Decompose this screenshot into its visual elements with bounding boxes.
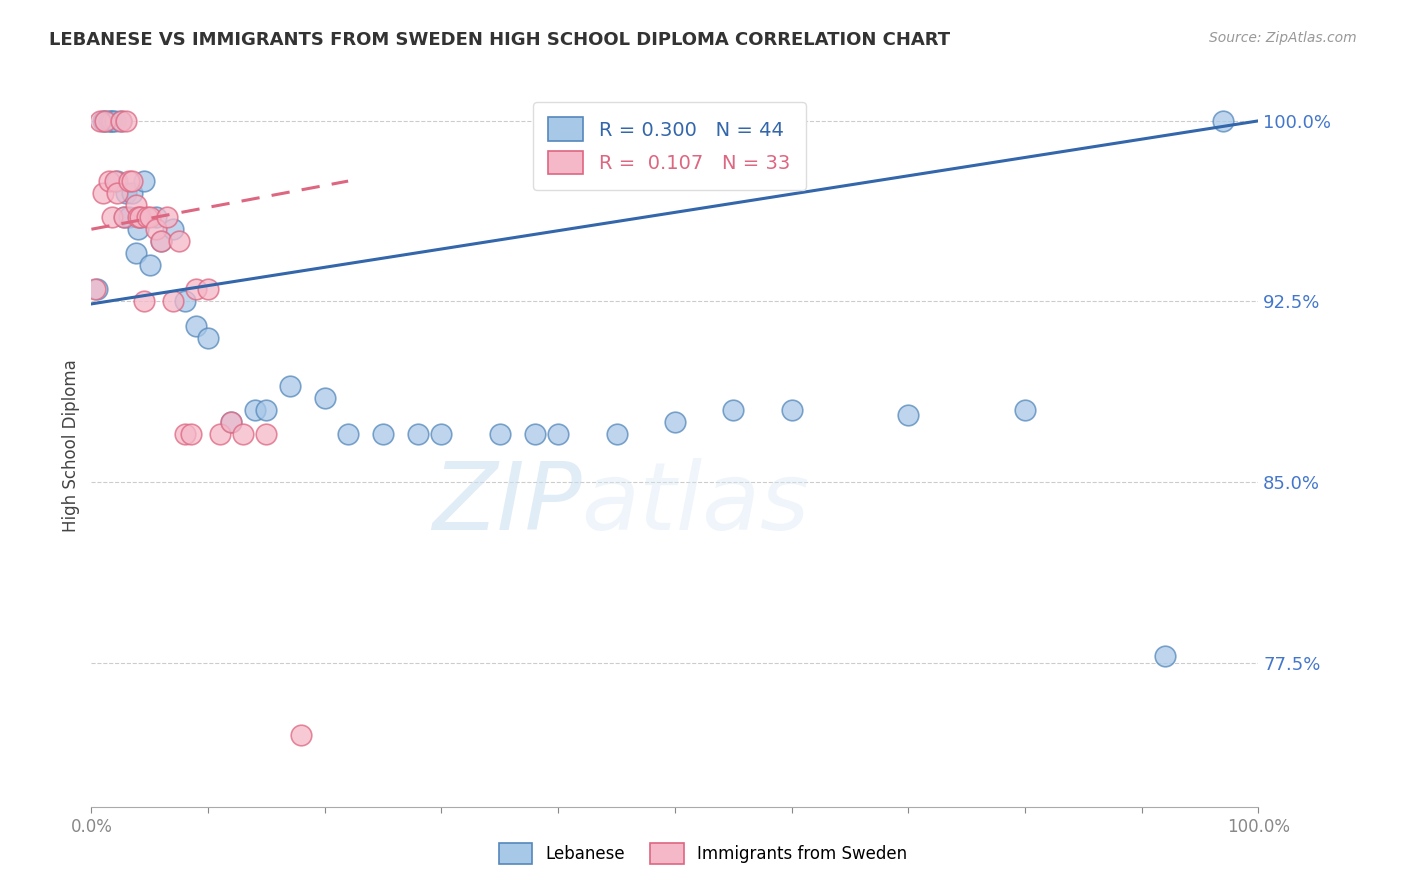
Point <box>256 403 278 417</box>
Point <box>145 222 167 236</box>
Point <box>121 174 143 188</box>
Point <box>94 113 117 128</box>
Point <box>186 318 208 333</box>
Point <box>173 294 195 309</box>
Point <box>221 415 243 429</box>
Point <box>606 426 628 441</box>
Point <box>83 282 105 296</box>
Text: LEBANESE VS IMMIGRANTS FROM SWEDEN HIGH SCHOOL DIPLOMA CORRELATION CHART: LEBANESE VS IMMIGRANTS FROM SWEDEN HIGH … <box>49 31 950 49</box>
Point <box>897 408 920 422</box>
Point <box>112 211 135 225</box>
Point <box>145 211 167 225</box>
Point <box>101 211 124 225</box>
Text: ZIP: ZIP <box>432 458 582 549</box>
Point <box>127 211 149 225</box>
Point <box>547 426 569 441</box>
Point <box>89 113 111 128</box>
Point <box>208 426 231 441</box>
Point <box>125 246 148 260</box>
Point <box>290 728 312 742</box>
Point <box>664 415 686 429</box>
Point <box>221 415 243 429</box>
Point <box>97 113 120 128</box>
Point <box>1014 403 1036 417</box>
Point <box>337 426 360 441</box>
Point <box>523 426 546 441</box>
Point <box>430 426 453 441</box>
Point <box>112 211 135 225</box>
Point <box>173 426 195 441</box>
Point <box>115 186 138 200</box>
Point <box>197 282 219 296</box>
Point <box>136 211 159 225</box>
Text: atlas: atlas <box>582 458 810 549</box>
Point <box>156 211 179 225</box>
Legend: R = 0.300   N = 44, R =  0.107   N = 33: R = 0.300 N = 44, R = 0.107 N = 33 <box>533 102 806 190</box>
Point <box>371 426 394 441</box>
Point <box>91 113 114 128</box>
Legend: Lebanese, Immigrants from Sweden: Lebanese, Immigrants from Sweden <box>492 837 914 871</box>
Point <box>243 403 266 417</box>
Point <box>162 294 184 309</box>
Point <box>314 391 336 405</box>
Point <box>132 174 155 188</box>
Y-axis label: High School Diploma: High School Diploma <box>62 359 80 533</box>
Point <box>232 426 254 441</box>
Point <box>110 113 132 128</box>
Point <box>129 211 152 225</box>
Point <box>1154 648 1177 663</box>
Point <box>100 113 122 128</box>
Point <box>101 113 124 128</box>
Point <box>91 186 114 200</box>
Point <box>138 259 162 273</box>
Point <box>197 330 219 344</box>
Point <box>780 403 803 417</box>
Point <box>132 294 155 309</box>
Point <box>167 234 190 248</box>
Point <box>129 211 152 225</box>
Point <box>110 113 132 128</box>
Point <box>150 234 173 248</box>
Point <box>115 113 138 128</box>
Point <box>105 186 128 200</box>
Point <box>127 222 149 236</box>
Point <box>97 174 120 188</box>
Point <box>125 198 148 212</box>
Point <box>94 113 117 128</box>
Point <box>278 378 301 392</box>
Point <box>104 174 127 188</box>
Point <box>121 186 143 200</box>
Point <box>406 426 429 441</box>
Point <box>256 426 278 441</box>
Point <box>118 174 141 188</box>
Point <box>489 426 512 441</box>
Point <box>138 211 162 225</box>
Point <box>180 426 202 441</box>
Point <box>723 403 745 417</box>
Point <box>186 282 208 296</box>
Point <box>162 222 184 236</box>
Point <box>86 282 108 296</box>
Text: Source: ZipAtlas.com: Source: ZipAtlas.com <box>1209 31 1357 45</box>
Point <box>1212 113 1234 128</box>
Point <box>118 211 141 225</box>
Point <box>150 234 173 248</box>
Point <box>104 113 127 128</box>
Point <box>105 174 128 188</box>
